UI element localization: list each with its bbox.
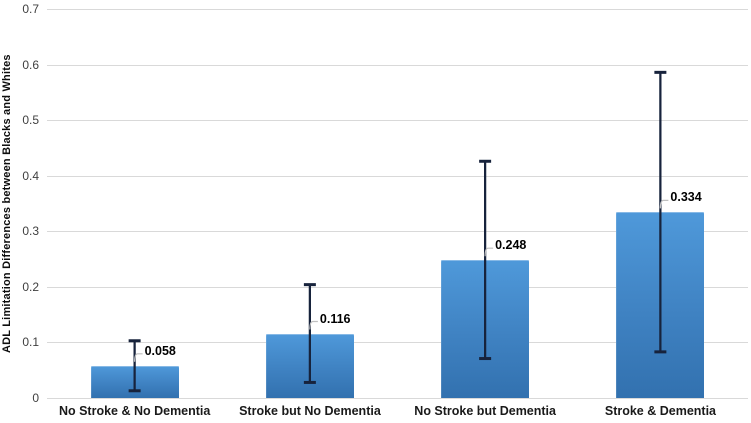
gridline [47, 175, 748, 177]
y-axis-title: ADL Limitation Differences between Black… [1, 54, 13, 354]
gridline [47, 120, 748, 122]
bar [90, 365, 179, 398]
y-tick-label: 0 [32, 391, 39, 405]
gridline [47, 342, 748, 344]
data-label: 0.116 [319, 311, 351, 326]
data-label-leader-line [484, 247, 494, 257]
gridline [47, 9, 748, 10]
bar [616, 212, 705, 398]
y-tick-label: 0.5 [22, 113, 39, 128]
y-tick-label: 0.3 [22, 224, 39, 239]
gridline [47, 231, 748, 233]
x-axis-label: No Stroke & No Dementia [58, 404, 211, 418]
gridline [47, 398, 748, 399]
y-tick-label: 0.6 [22, 57, 39, 72]
y-tick-label: 0.4 [22, 168, 39, 183]
data-label-leader-line [309, 320, 318, 330]
bar [441, 260, 530, 398]
data-label: 0.248 [495, 238, 527, 253]
gridline [47, 64, 748, 66]
y-tick-label: 0.7 [22, 2, 39, 16]
gridline [47, 286, 748, 288]
x-axis-label: No Stroke but Dementia [414, 404, 556, 418]
y-tick-label: 0.2 [22, 279, 39, 294]
x-axis-label: Stroke but No Dementia [239, 404, 381, 418]
bar [265, 333, 354, 398]
y-tick-label: 0.1 [22, 335, 39, 350]
data-label: 0.334 [670, 190, 702, 205]
data-label-leader-line [134, 353, 143, 362]
data-label: 0.058 [144, 343, 176, 358]
data-label-leader-line [659, 199, 669, 209]
x-axis-label: Stroke & Dementia [604, 404, 717, 418]
